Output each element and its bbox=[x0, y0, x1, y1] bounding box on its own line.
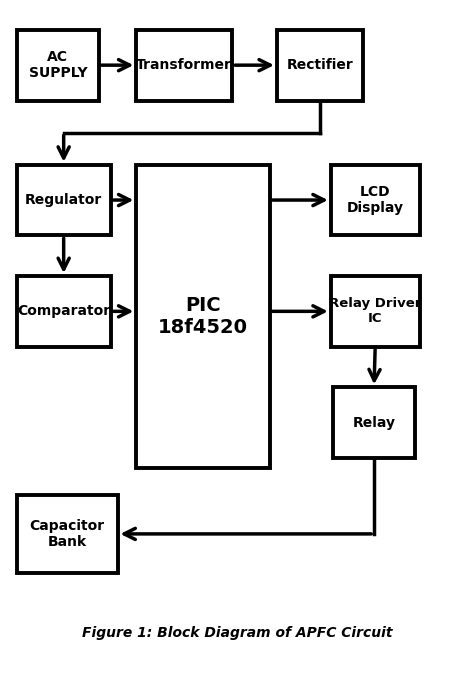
FancyBboxPatch shape bbox=[17, 276, 110, 347]
Text: PIC
18f4520: PIC 18f4520 bbox=[158, 296, 248, 337]
Text: Capacitor
Bank: Capacitor Bank bbox=[30, 519, 105, 549]
FancyBboxPatch shape bbox=[277, 30, 364, 101]
FancyBboxPatch shape bbox=[333, 387, 415, 458]
FancyBboxPatch shape bbox=[17, 30, 99, 101]
FancyBboxPatch shape bbox=[137, 30, 232, 101]
FancyBboxPatch shape bbox=[331, 276, 419, 347]
Text: Regulator: Regulator bbox=[25, 193, 102, 207]
Text: LCD
Display: LCD Display bbox=[346, 185, 404, 215]
Text: Relay Driver
IC: Relay Driver IC bbox=[329, 297, 421, 325]
FancyBboxPatch shape bbox=[137, 165, 270, 468]
Text: Figure 1: Block Diagram of APFC Circuit: Figure 1: Block Diagram of APFC Circuit bbox=[82, 626, 392, 641]
Text: Comparator: Comparator bbox=[17, 305, 110, 318]
Text: AC
SUPPLY: AC SUPPLY bbox=[28, 50, 87, 80]
FancyBboxPatch shape bbox=[17, 495, 118, 573]
FancyBboxPatch shape bbox=[331, 165, 419, 235]
FancyBboxPatch shape bbox=[17, 165, 110, 235]
Text: Transformer: Transformer bbox=[137, 58, 232, 72]
Text: Rectifier: Rectifier bbox=[287, 58, 354, 72]
Text: Relay: Relay bbox=[353, 415, 395, 430]
